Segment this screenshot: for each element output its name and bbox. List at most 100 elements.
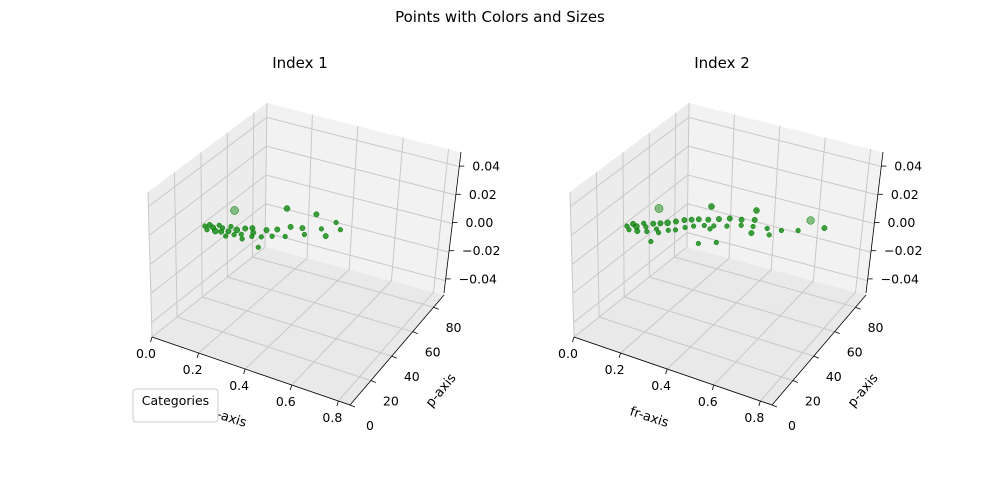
scatter-point [643, 224, 649, 230]
back-pane [687, 103, 882, 295]
y-tick-mark [370, 380, 377, 383]
y-tick-label: 80 [446, 320, 462, 335]
y-tick-label: 60 [847, 345, 863, 360]
z-tick-label: −0.02 [884, 243, 922, 258]
y-tick-label: 20 [805, 394, 821, 409]
y-tick-mark [813, 355, 819, 359]
scatter-point [322, 233, 329, 240]
scatter-point [228, 223, 234, 230]
floor-pane [574, 247, 866, 405]
z-gridline [571, 174, 875, 265]
y-tick-label: 40 [404, 369, 420, 384]
y-gridline [251, 112, 434, 308]
y-tick-mark [855, 306, 861, 310]
scatter-point [750, 223, 756, 230]
z-tick-label: 0.00 [888, 215, 916, 230]
legend-box [132, 388, 219, 423]
z-tick-label: −0.02 [462, 243, 500, 258]
scatter-point [795, 227, 801, 234]
x-axis-line [151, 336, 351, 406]
y-gridline [622, 152, 814, 357]
y-tick-mark [834, 331, 840, 335]
z-tick-label: 0.00 [466, 215, 494, 230]
y-gridline [200, 152, 392, 357]
scatter-point [656, 230, 662, 236]
x-tick-label: 0.0 [558, 346, 578, 361]
x-gridline [760, 149, 872, 402]
z-gridline [148, 145, 456, 236]
scatter-point [695, 216, 702, 223]
scatter-point [337, 227, 343, 233]
scatter-point [778, 227, 784, 234]
scatter-point [634, 228, 641, 235]
y-tick-mark [792, 380, 799, 383]
scatter-point [274, 226, 281, 233]
legend-title: Categories [142, 393, 209, 408]
scatter-point [204, 227, 210, 233]
scatter-point [231, 232, 237, 238]
x-gridline [244, 126, 359, 370]
scatter-point [738, 216, 745, 223]
x-tick-mark [711, 384, 715, 391]
scatter-point [688, 216, 695, 223]
scatter-point [230, 206, 239, 215]
z-tick-label: 0.02 [891, 187, 919, 202]
z-gridline [150, 203, 449, 294]
scatter-point [238, 231, 244, 237]
x-tick-mark [150, 336, 153, 343]
x-tick-label: 0.6 [276, 394, 296, 409]
y-tick-mark [412, 331, 418, 335]
y-axis-line [771, 294, 867, 406]
scatter-point [242, 225, 249, 232]
z-tick-label: 0.04 [472, 159, 500, 174]
y-tick-label: 80 [868, 320, 884, 335]
z-gridline [148, 116, 459, 207]
y-gridline [595, 172, 794, 382]
x-gridline [573, 102, 690, 338]
scatter-point [654, 204, 664, 213]
scatter-point [682, 224, 688, 231]
x-gridline [666, 126, 781, 370]
scatter-point [318, 226, 324, 232]
x-axis-label: fr-axis [628, 404, 671, 431]
x-tick-label: 0.4 [229, 378, 249, 393]
scatter-point [258, 234, 264, 240]
x-tick-label: 0.6 [698, 394, 718, 409]
scatter-point [239, 236, 245, 242]
y-axis-label: p-axis [845, 371, 882, 411]
scatter-point [644, 228, 650, 235]
x-tick-mark [618, 352, 621, 359]
scatter-point [751, 216, 758, 223]
x-tick-label: 0.2 [183, 362, 203, 377]
x-gridline [291, 137, 404, 386]
scatter-point [657, 220, 664, 227]
subplot-title: Index 2 [694, 54, 750, 72]
y-tick-label: 60 [425, 345, 441, 360]
x-gridline [198, 114, 313, 354]
x-tick-label: 0.8 [744, 410, 764, 425]
x-gridline [338, 149, 450, 402]
scatter-point [716, 216, 722, 223]
z-tick-label: −0.04 [459, 271, 497, 286]
scatter-point [707, 226, 713, 232]
scatter-point [223, 233, 229, 239]
x-tick-mark [665, 368, 668, 375]
x-tick-mark [196, 352, 199, 359]
y-gridline [673, 112, 856, 308]
x-tick-mark [289, 384, 293, 391]
y-tick-label: 40 [826, 369, 842, 384]
z-gridline [570, 145, 878, 236]
y-tick-label: 20 [383, 394, 399, 409]
scatter-point [301, 231, 307, 238]
x-tick-mark [336, 400, 339, 407]
floor-pane [152, 247, 444, 405]
z-tick-label: −0.04 [881, 271, 919, 286]
x-tick-label: 0.2 [605, 362, 625, 377]
z-gridline [572, 203, 871, 294]
scatter-point [283, 205, 291, 212]
y-gridline [648, 132, 835, 333]
scatter-point [218, 228, 225, 235]
scatter-point [216, 222, 222, 228]
z-tick-label: 0.04 [894, 159, 922, 174]
